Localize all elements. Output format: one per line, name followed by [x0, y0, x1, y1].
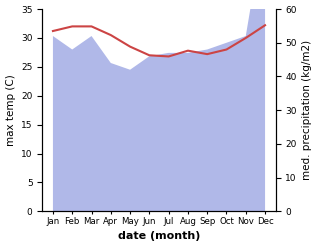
Y-axis label: med. precipitation (kg/m2): med. precipitation (kg/m2): [302, 40, 313, 180]
X-axis label: date (month): date (month): [118, 231, 200, 242]
Y-axis label: max temp (C): max temp (C): [5, 74, 16, 146]
